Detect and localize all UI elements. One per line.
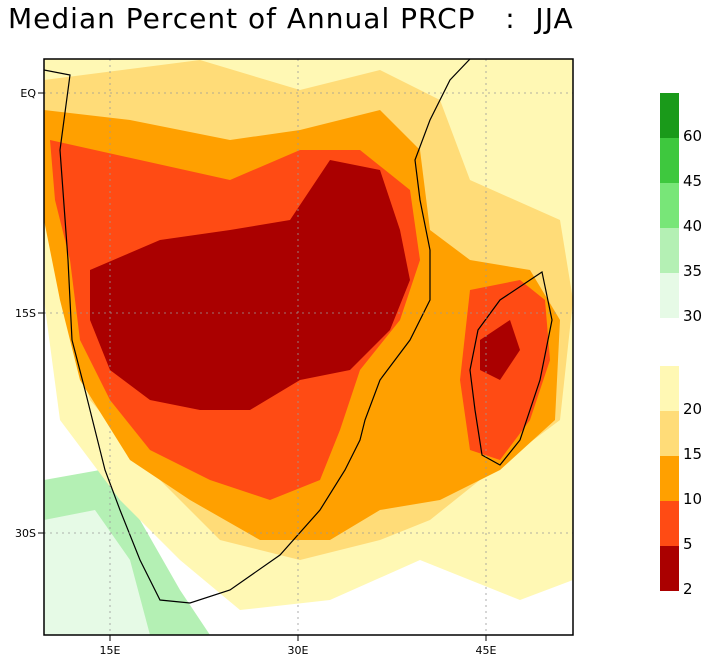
colorbar-lower-swatch-2 xyxy=(660,456,679,501)
colorbar-lower-label-4: 2 xyxy=(683,580,693,598)
lat-label-15s: 15S xyxy=(15,307,36,320)
colorbar-upper-swatch-3 xyxy=(660,228,679,273)
colorbar-upper-swatch-1 xyxy=(660,138,679,183)
colorbar-upper-label-2: 40 xyxy=(683,217,702,235)
colorbar-lower-label-0: 20 xyxy=(683,400,702,418)
colorbar-upper-label-4: 30 xyxy=(683,307,702,325)
lon-label-30e: 30E xyxy=(288,644,309,657)
lat-label-eq: EQ xyxy=(20,87,36,100)
colorbar-lower-swatch-0 xyxy=(660,366,679,411)
colorbar-upper-label-1: 45 xyxy=(683,172,702,190)
colorbar-lower-label-3: 5 xyxy=(683,535,693,553)
colorbar-lower-label-2: 10 xyxy=(683,490,702,508)
colorbar-lower-swatch-4 xyxy=(660,546,679,591)
lat-label-30s: 30S xyxy=(15,527,36,540)
colorbar-upper-swatch-2 xyxy=(660,183,679,228)
grid-lines xyxy=(44,59,573,635)
colorbar-lower-swatch-1 xyxy=(660,411,679,456)
colorbar-lower-label-1: 15 xyxy=(683,445,702,463)
plot-frame xyxy=(43,58,574,636)
coastline xyxy=(44,59,471,604)
colorbar-upper-swatch-0 xyxy=(660,93,679,138)
colorbar-upper-label-0: 60 xyxy=(683,127,702,145)
lon-label-45e: 45E xyxy=(476,644,497,657)
colorbar-upper-swatch-4 xyxy=(660,273,679,318)
colorbar-upper-label-3: 35 xyxy=(683,262,702,280)
map-title: Median Percent of Annual PRCP : JJA xyxy=(8,2,574,35)
colorbar: 60 45 40 35 30 20 15 10 5 2 xyxy=(660,93,702,598)
colorbar-lower-swatch-3 xyxy=(660,501,679,546)
madagascar-coast xyxy=(469,271,553,466)
lon-label-15e: 15E xyxy=(100,644,121,657)
precip-field xyxy=(44,59,573,635)
